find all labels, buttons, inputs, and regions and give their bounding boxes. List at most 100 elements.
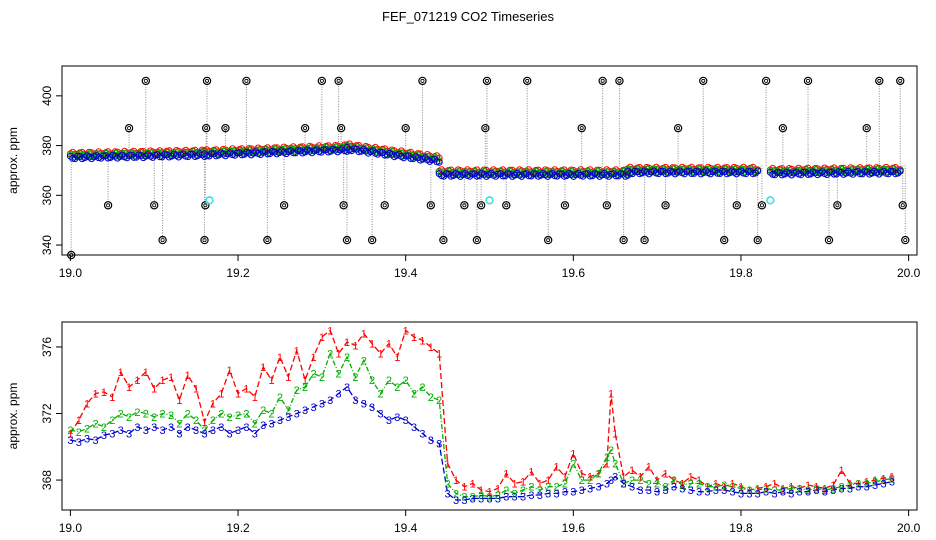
series3-point — [896, 167, 904, 175]
series-2-marker: 2 — [721, 480, 727, 492]
series3-point — [527, 172, 535, 180]
series-1-marker: 1 — [310, 352, 316, 364]
outlier-point — [317, 76, 327, 86]
series3-point — [863, 168, 871, 176]
series-3-marker: 3 — [520, 492, 526, 504]
series-3-marker: 3 — [738, 488, 744, 500]
y-tick-label: 360 — [40, 185, 54, 205]
series-1-marker: 1 — [830, 480, 836, 492]
outlier-point — [753, 235, 762, 245]
series-1-marker: 1 — [227, 365, 233, 377]
series-3-marker: 3 — [470, 493, 476, 505]
series-2-marker: 2 — [696, 478, 702, 490]
outlier-point-inner — [319, 78, 324, 83]
outlier-point-inner — [483, 126, 488, 131]
outlier-point-inner — [341, 203, 346, 208]
series3-point — [754, 167, 762, 175]
series3-point — [106, 154, 114, 161]
series-1-marker: 1 — [637, 472, 643, 484]
series3-point — [664, 169, 672, 177]
outlier-point — [460, 201, 469, 210]
flag-point — [766, 196, 775, 205]
series-2-marker: 2 — [587, 475, 593, 487]
series-1-marker: 1 — [260, 362, 266, 374]
series-1-marker: 1 — [160, 375, 166, 387]
series-1-marker: 1 — [889, 472, 895, 484]
series-1-marker: 1 — [797, 483, 803, 495]
series3-point — [137, 152, 145, 160]
series3-point — [407, 155, 415, 162]
series-2-marker: 2 — [319, 372, 325, 384]
series-1-marker: 1 — [185, 370, 191, 382]
series-2-marker: 2 — [134, 407, 140, 419]
outlier-point — [523, 76, 532, 86]
series-2-marker: 2 — [855, 478, 861, 490]
series-3-marker: 3 — [637, 485, 643, 497]
series-2-marker: 2 — [839, 482, 845, 494]
series-1-marker: 1 — [587, 472, 593, 484]
series3-point — [584, 170, 592, 178]
series-1-marker: 1 — [84, 399, 90, 411]
series3-point — [833, 170, 840, 178]
outlier-point — [502, 201, 511, 210]
series-3-marker: 3 — [880, 478, 886, 490]
series-1-marker: 1 — [176, 395, 182, 407]
series-1-marker: 1 — [369, 339, 375, 351]
series3-point — [614, 172, 622, 180]
series-3-marker: 3 — [696, 487, 702, 499]
series-2-marker: 2 — [746, 485, 752, 497]
outlier-point-inner — [339, 126, 344, 131]
series-3-marker: 3 — [847, 483, 853, 495]
outlier-point — [141, 76, 151, 86]
outlier-point — [201, 201, 210, 210]
series-2-marker: 2 — [327, 349, 333, 361]
series-1-marker: 1 — [302, 375, 308, 387]
outlier-point — [803, 76, 813, 86]
outlier-point — [103, 201, 113, 210]
series-2-marker: 2 — [637, 475, 643, 487]
series-2-marker: 2 — [554, 482, 560, 494]
outlier-point — [124, 123, 134, 133]
series-3-marker: 3 — [428, 435, 434, 447]
series3-point — [296, 147, 304, 155]
series-2-marker: 2 — [109, 415, 115, 427]
outlier-point-inner — [223, 126, 228, 131]
x-tick-label: 19.4 — [394, 521, 418, 535]
series-2-marker: 2 — [84, 424, 90, 436]
series-1-marker: 1 — [864, 477, 870, 489]
series3-point — [292, 149, 300, 157]
series-3-marker: 3 — [822, 487, 828, 499]
series-2-marker: 2 — [143, 409, 149, 421]
series3-point — [894, 169, 902, 177]
series-2-marker: 2 — [160, 409, 166, 421]
series-2-marker: 2 — [738, 483, 744, 495]
series-3-marker: 3 — [713, 485, 719, 497]
series-2-marker: 2 — [730, 482, 736, 494]
outlier-point-inner — [479, 203, 484, 208]
series-3-marker: 3 — [151, 422, 157, 434]
series-3-marker: 3 — [168, 422, 174, 434]
series-1-marker: 1 — [713, 478, 719, 490]
series-3-marker: 3 — [310, 402, 316, 414]
series-1-marker: 1 — [755, 483, 761, 495]
outlier-point — [476, 201, 486, 210]
series-1-marker: 1 — [579, 468, 585, 480]
series-1-marker: 1 — [168, 372, 174, 384]
series-3-marker: 3 — [143, 425, 149, 437]
series-2-marker: 2 — [210, 415, 216, 427]
series-3-marker: 3 — [595, 482, 601, 494]
series-3-marker: 3 — [512, 492, 518, 504]
series-1-marker: 1 — [704, 482, 710, 494]
series-2-marker: 2 — [260, 405, 266, 417]
series-3-marker: 3 — [285, 412, 291, 424]
outlier-point-inner — [562, 203, 567, 208]
outlier-point — [367, 235, 377, 245]
series-3-marker: 3 — [646, 485, 652, 497]
series-1-marker: 1 — [880, 473, 886, 485]
series-1-marker: 1 — [671, 475, 677, 487]
outlier-point — [439, 235, 448, 245]
series-3-marker: 3 — [76, 437, 82, 449]
outlier-point-inner — [617, 78, 622, 83]
outlier-point — [732, 201, 741, 210]
series-3-marker: 3 — [604, 478, 610, 490]
